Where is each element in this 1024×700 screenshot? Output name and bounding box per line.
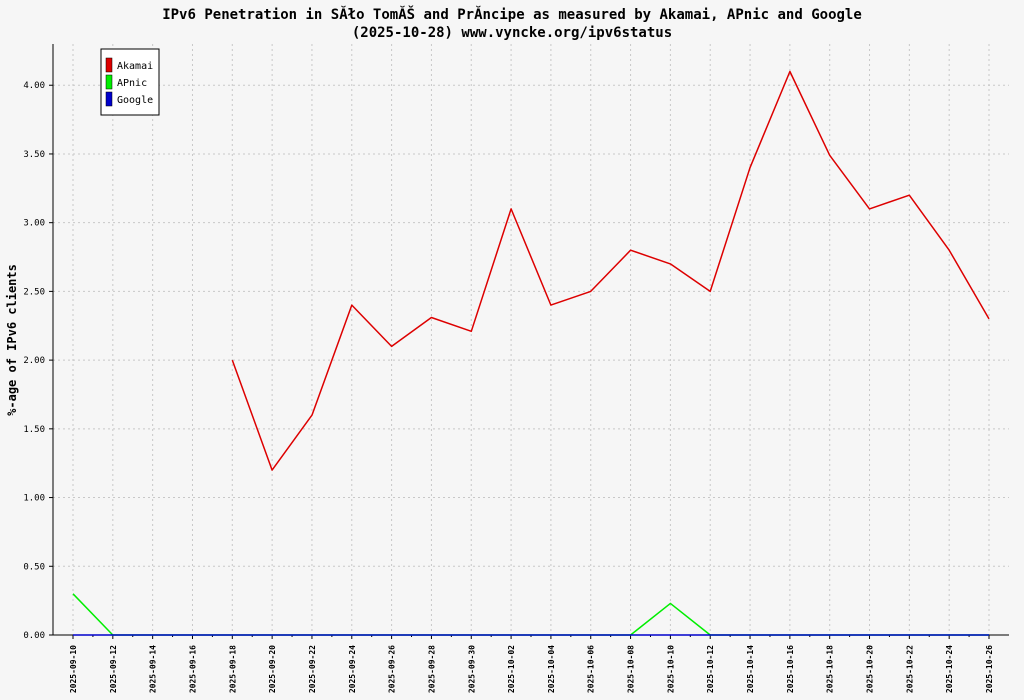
x-tick-label: 2025-10-06 xyxy=(587,645,596,693)
y-tick-label: 3.00 xyxy=(23,219,45,229)
x-tick-label: 2025-10-08 xyxy=(627,645,636,693)
x-tick-label: 2025-09-14 xyxy=(149,645,158,693)
x-tick-label: 2025-10-02 xyxy=(507,645,516,693)
x-tick-label: 2025-09-16 xyxy=(188,645,197,693)
y-axis-label: %-age of IPv6 clients xyxy=(5,264,19,416)
legend-swatch-apnic xyxy=(105,74,113,90)
y-tick-label: 4.00 xyxy=(23,81,45,91)
x-tick-label: 2025-09-22 xyxy=(308,645,317,693)
x-tick-label: 2025-09-10 xyxy=(69,645,78,693)
legend-label-akamai: Akamai xyxy=(117,61,153,72)
x-tick-label: 2025-10-20 xyxy=(866,645,875,693)
series-lines xyxy=(72,70,990,636)
x-tick-label: 2025-10-12 xyxy=(706,645,715,693)
x-tick-label: 2025-09-18 xyxy=(228,645,237,693)
y-tick-label: 1.00 xyxy=(23,494,45,504)
x-tick-label: 2025-10-26 xyxy=(985,645,994,693)
legend-label-apnic: APnic xyxy=(117,78,147,89)
x-tick-label: 2025-10-04 xyxy=(547,645,556,693)
chart-subtitle: (2025-10-28) www.vyncke.org/ipv6status xyxy=(352,25,672,41)
x-tick-label: 2025-09-26 xyxy=(388,645,397,693)
y-tick-labels: 0.00 0.50 1.00 1.50 2.00 2.50 3.00 3.50 4.00 xyxy=(23,81,45,641)
y-tick-label: 0.50 xyxy=(23,562,45,572)
y-tick-label: 2.50 xyxy=(23,287,45,297)
x-tick-label: 2025-09-12 xyxy=(109,645,118,693)
y-tick-label: 1.50 xyxy=(23,425,45,435)
legend-swatch-google xyxy=(105,91,113,107)
grid xyxy=(53,44,1009,636)
chart-title: IPv6 Penetration in SĂło TomĂŠ and PrĂ­n… xyxy=(162,5,862,23)
x-tick-label: 2025-10-10 xyxy=(666,645,675,693)
x-tick-label: 2025-10-14 xyxy=(746,645,755,693)
x-tick-label: 2025-10-18 xyxy=(826,645,835,693)
x-tick-labels: 2025-09-10 2025-09-12 2025-09-14 2025-09-16… xyxy=(69,645,994,693)
series-line-akamai xyxy=(231,70,990,471)
plot-area xyxy=(53,44,1009,635)
x-tick-label: 2025-09-28 xyxy=(427,645,436,693)
legend-swatch-akamai xyxy=(105,57,113,73)
x-tick-label: 2025-10-16 xyxy=(786,645,795,693)
x-tick-label: 2025-09-20 xyxy=(268,645,277,693)
x-tick-label: 2025-09-24 xyxy=(348,645,357,693)
x-tick-label: 2025-09-30 xyxy=(467,645,476,693)
x-tick-label: 2025-10-24 xyxy=(945,645,954,693)
y-tick-label: 3.50 xyxy=(23,150,45,160)
legend: Akamai APnic Google xyxy=(100,48,160,116)
y-tick-label: 0.00 xyxy=(23,631,45,641)
y-tick-label: 2.00 xyxy=(23,356,45,366)
legend-label-google: Google xyxy=(117,95,153,106)
x-tick-label: 2025-10-22 xyxy=(905,645,914,693)
